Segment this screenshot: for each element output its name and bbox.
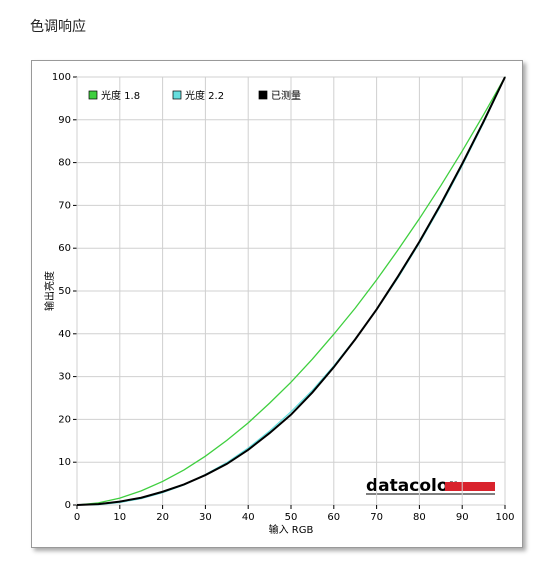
x-tick-label: 90 — [456, 512, 469, 523]
x-tick-label: 30 — [199, 512, 212, 523]
x-tick-label: 40 — [242, 512, 255, 523]
y-tick-label: 100 — [52, 72, 71, 83]
y-tick-label: 40 — [58, 329, 71, 340]
legend-label: 光度 2.2 — [185, 89, 224, 102]
legend-swatch — [88, 90, 98, 100]
y-tick-label: 80 — [58, 158, 71, 169]
y-tick-label: 10 — [58, 457, 71, 468]
series-line — [76, 76, 506, 506]
x-tick-label: 100 — [495, 512, 514, 523]
legend-swatch — [172, 90, 182, 100]
y-tick-label: 0 — [65, 500, 71, 511]
y-tick-label: 90 — [58, 115, 71, 126]
y-axis-label: 输出亮度 — [43, 271, 56, 311]
x-tick-label: 60 — [327, 512, 340, 523]
x-tick-label: 70 — [370, 512, 383, 523]
y-tick-label: 30 — [58, 372, 71, 383]
x-tick-label: 50 — [285, 512, 298, 523]
y-tick-label: 60 — [58, 243, 71, 254]
legend-label: 光度 1.8 — [101, 89, 140, 102]
legend-swatch — [258, 90, 268, 100]
logo-bar — [445, 482, 495, 491]
y-tick-label: 20 — [58, 414, 71, 425]
y-tick-label: 50 — [58, 286, 71, 297]
x-tick-label: 20 — [156, 512, 169, 523]
page-title: 色调响应 — [30, 19, 86, 35]
x-axis-label: 输入 RGB — [269, 523, 314, 536]
logo: datacolor — [366, 476, 458, 496]
x-tick-label: 10 — [113, 512, 126, 523]
legend-label: 已测量 — [271, 89, 301, 102]
x-tick-label: 80 — [413, 512, 426, 523]
series-line — [76, 76, 506, 506]
x-tick-label: 0 — [74, 512, 80, 523]
y-tick-label: 70 — [58, 200, 71, 211]
